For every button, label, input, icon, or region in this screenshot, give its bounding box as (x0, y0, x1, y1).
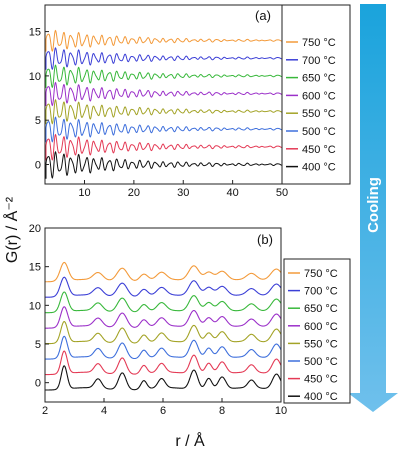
y-tick-label: 0 (35, 160, 41, 172)
panel-b-series-line (44, 291, 282, 314)
panel-b-curves (44, 261, 282, 391)
legend-label: 600 °C (304, 321, 338, 333)
legend-label: 500 °C (304, 356, 338, 368)
legend-label: 750 °C (302, 37, 336, 49)
y-tick-label: 5 (35, 115, 41, 127)
x-tick-label: 4 (101, 405, 107, 417)
x-tick-label: 10 (78, 187, 90, 199)
panel-a-series-line (45, 29, 283, 52)
panel-a-series-line (45, 133, 283, 161)
panel-b-series-line (44, 335, 282, 360)
panel-b-tag: (b) (257, 232, 273, 247)
panel-a-series-line (45, 81, 283, 107)
panel-b-series-line (45, 320, 282, 345)
panel-b-x-ticks: 2 4 6 8 10 (42, 398, 287, 417)
x-tick-label: 40 (227, 187, 239, 199)
y-tick-label: 10 (29, 71, 41, 83)
panel-b-series-line (45, 276, 282, 298)
cooling-arrow: Cooling (348, 4, 398, 412)
legend-label: 550 °C (304, 338, 338, 350)
cooling-arrow-shape (348, 4, 398, 412)
x-tick-label: 20 (128, 187, 140, 199)
panel-b-series-line (45, 365, 282, 391)
panel-a-legend-frame (281, 4, 351, 185)
panel-a-y-ticks: 0 5 10 15 (29, 27, 49, 172)
panel-a-series-line (45, 64, 283, 89)
legend-label: 650 °C (302, 73, 336, 85)
legend-label: 550 °C (302, 108, 336, 120)
y-tick-label: 5 (35, 339, 41, 351)
x-tick-label: 8 (219, 405, 225, 417)
panel-b-y-ticks: 0 5 10 15 20 (29, 223, 49, 390)
legend-label: 700 °C (304, 286, 338, 298)
legend-label: 400 °C (304, 391, 338, 403)
panel-a: 10 20 30 40 50 0 5 10 15 (a) 750 °C 700 °C 650 °C… (29, 4, 351, 199)
legend-label: 750 °C (304, 268, 338, 280)
y-tick-label: 10 (29, 300, 41, 312)
x-tick-label: 10 (275, 405, 287, 417)
panel-a-series-line (45, 47, 283, 70)
y-tick-label: 15 (29, 27, 41, 39)
cooling-arrow-label: Cooling (365, 177, 382, 233)
legend-label: 400 °C (302, 162, 336, 174)
panel-a-series-line (45, 116, 283, 143)
legend-label: 650 °C (304, 303, 338, 315)
legend-label: 700 °C (302, 55, 336, 67)
panel-b-legend: 750 °C 700 °C 650 °C 600 °C 550 °C 500 °C 450 … (288, 268, 338, 403)
y-tick-label: 15 (29, 262, 41, 274)
y-tick-label: 20 (29, 223, 41, 235)
x-axis-label: r / Å (175, 431, 205, 450)
legend-label: 500 °C (302, 126, 336, 138)
panel-a-series-line (45, 99, 283, 125)
panel-b-series-line (45, 261, 282, 283)
panel-b-series-line (45, 350, 282, 376)
y-tick-label: 0 (35, 378, 41, 390)
panel-b-frame (44, 227, 282, 403)
legend-label: 450 °C (304, 374, 338, 386)
panel-a-curves (45, 29, 283, 179)
x-tick-label: 2 (42, 405, 48, 417)
panel-a-series-line (45, 151, 283, 179)
y-axis-label: G(r) / Å⁻² (2, 196, 21, 263)
panel-a-legend: 750 °C 700 °C 650 °C 600 °C 550 °C 500 °C 450 … (286, 37, 336, 174)
x-tick-label: 50 (276, 187, 288, 199)
x-tick-label: 6 (160, 405, 166, 417)
legend-label: 600 °C (302, 90, 336, 102)
x-tick-label: 30 (177, 187, 189, 199)
panel-a-tag: (a) (255, 8, 271, 23)
panel-a-x-ticks: 10 20 30 40 50 (78, 180, 288, 199)
panel-b: 2 4 6 8 10 0 5 10 15 20 (b) 750 °C 700 °C 650 °C 60… (29, 223, 351, 417)
legend-label: 450 °C (302, 144, 336, 156)
panel-b-series-line (45, 306, 282, 329)
